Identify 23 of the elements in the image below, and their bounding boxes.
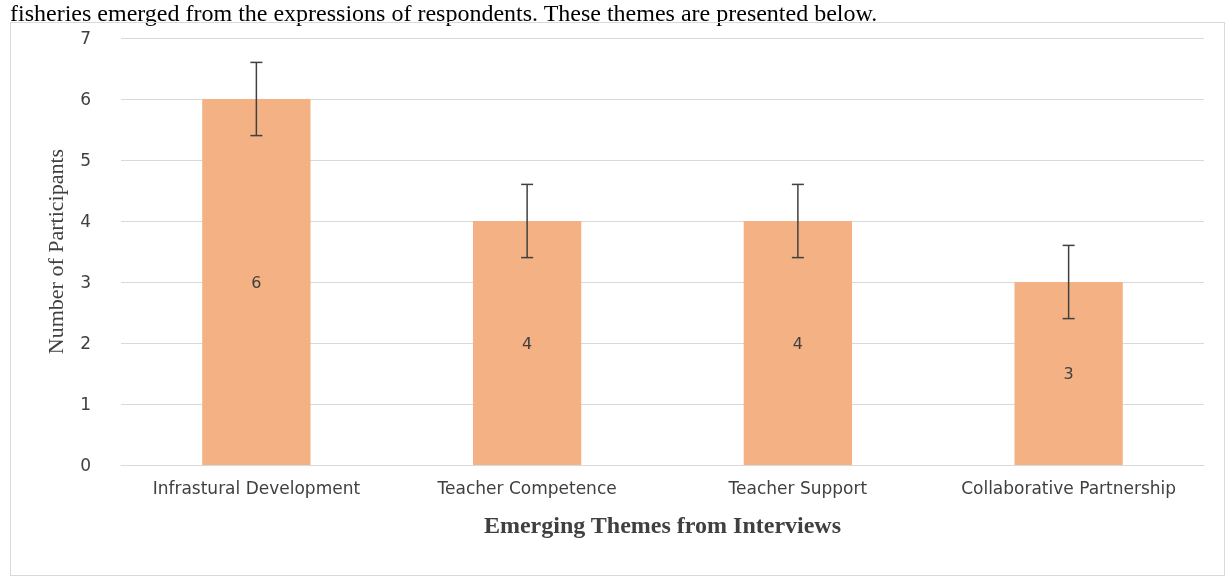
y-tick-label: 1 <box>80 394 91 414</box>
y-tick-label: 3 <box>80 272 91 292</box>
x-tick-label: Teacher Competence <box>436 477 617 498</box>
y-tick-label: 6 <box>80 89 91 109</box>
x-tick-label: Collaborative Partnership <box>961 477 1177 498</box>
y-tick-label: 4 <box>80 211 91 231</box>
y-axis-title: Number of Participants <box>42 148 68 355</box>
y-tick-label: 5 <box>80 150 91 170</box>
y-tick-label: 0 <box>80 455 91 475</box>
bar <box>743 221 853 465</box>
data-label: 3 <box>1063 364 1074 383</box>
bar <box>472 221 582 465</box>
y-tick-label: 2 <box>80 333 91 353</box>
x-axis-title: Emerging Themes from Interviews <box>483 512 842 538</box>
data-label: 4 <box>522 333 533 353</box>
y-tick-label: 7 <box>80 28 91 48</box>
bar <box>1014 282 1123 465</box>
data-label: 4 <box>792 333 803 353</box>
x-tick-label: Teacher Support <box>727 477 868 498</box>
bar <box>202 99 311 465</box>
text: fisheries emerged from the expressions of respondents. These themes are presented below. <box>10 0 878 27</box>
data-label: 6 <box>251 272 262 292</box>
x-tick-label: Infrastural Development <box>152 477 361 498</box>
